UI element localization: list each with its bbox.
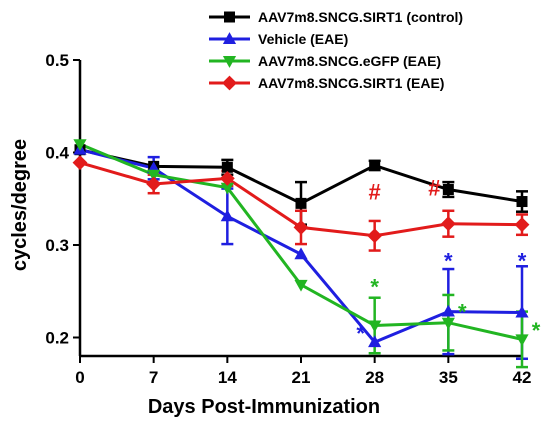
x-tick-label: 28 [365,368,384,387]
data-point [146,176,162,192]
error-bars [147,155,528,369]
legend-label: Vehicle (EAE) [258,31,348,47]
y-axis-title: cycles/degree [9,139,31,271]
significance-annotations: **#**#** [356,176,540,346]
legend-marker [222,75,237,91]
data-point [441,317,455,330]
data-point [147,169,161,182]
significance-marker: # [428,176,440,201]
series-markers [72,139,530,348]
data-point [220,209,234,222]
legend-marker [222,56,237,68]
data-point [516,196,528,208]
legend-label: AAV7m8.SNCG.SIRT1 (control) [258,9,463,25]
data-point [220,182,234,195]
x-axis-title: Days Post-Immunization [148,396,380,418]
data-point [369,159,381,171]
data-point [442,184,454,195]
legend-marker [224,11,235,23]
significance-marker: * [356,321,365,346]
legend: AAV7m8.SNCG.SIRT1 (control) Vehicle (EAE)… [209,9,463,91]
x-tick-label: 35 [439,368,458,387]
x-tick-label: 42 [513,368,532,387]
legend-marker [222,32,237,44]
data-point [72,155,88,171]
data-point [368,335,382,348]
data-point [221,161,233,173]
x-tick-label: 21 [292,368,311,387]
data-point [515,334,529,347]
data-point [367,228,383,244]
y-tick-label: 0.4 [45,144,69,163]
data-point [73,139,87,152]
data-point [441,304,455,317]
significance-marker: # [369,179,381,204]
series-line [79,148,523,344]
legend-label: AAV7m8.SNCG.SIRT1 (EAE) [258,75,444,91]
y-tick-label: 0.2 [45,329,69,348]
significance-marker: * [532,318,541,343]
y-tick-label: 0.3 [45,236,69,255]
data-point [514,217,530,233]
data-point [440,216,456,232]
x-tick-label: 0 [75,368,84,387]
x-tick-label: 14 [218,368,237,387]
data-point [515,305,529,318]
legend-label: AAV7m8.SNCG.eGFP (EAE) [258,53,441,69]
significance-marker: * [370,275,379,300]
data-point [294,247,308,260]
data-point [295,197,307,209]
y-tick-label: 0.5 [45,51,69,70]
data-point [294,279,308,292]
data-point [293,220,309,235]
significance-marker: * [444,249,453,274]
x-tick-label: 7 [149,368,158,387]
data-point [219,170,235,186]
data-point [368,320,382,333]
significance-marker: * [518,249,527,274]
axis-ticks: 0 7 14 21 28 35 42 0.2 0.3 0.4 0.5 [45,51,531,387]
significance-marker: * [458,300,467,325]
